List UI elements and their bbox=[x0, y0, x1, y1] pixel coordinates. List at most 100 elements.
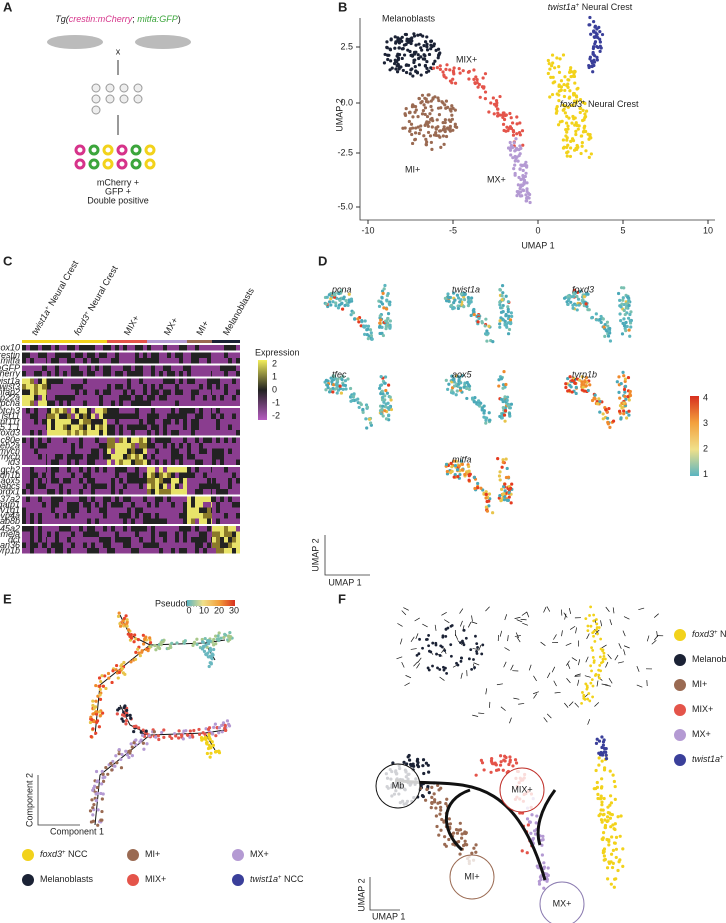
cell-dot bbox=[582, 126, 586, 130]
cell-dot bbox=[622, 401, 626, 405]
heat-cell bbox=[103, 472, 107, 478]
heat-cell bbox=[95, 507, 99, 513]
heat-cell bbox=[199, 358, 203, 364]
heat-cell bbox=[155, 531, 159, 537]
heat-cell bbox=[55, 472, 59, 478]
cell-dot bbox=[586, 388, 590, 393]
cell-dot bbox=[503, 489, 507, 493]
heat-cell bbox=[67, 459, 71, 465]
heat-cell bbox=[83, 548, 87, 554]
velocity-arrow bbox=[410, 636, 415, 642]
cell-dot bbox=[528, 200, 532, 205]
heat-cell bbox=[232, 430, 236, 436]
heat-cell bbox=[115, 389, 119, 395]
heat-cell bbox=[95, 518, 99, 524]
heat-cell bbox=[195, 518, 199, 524]
heat-cell bbox=[91, 483, 95, 489]
heat-cell bbox=[87, 365, 91, 371]
heat-cell bbox=[191, 531, 195, 537]
cell-dot bbox=[526, 191, 530, 195]
cell-dot bbox=[592, 45, 596, 49]
cell-dot bbox=[205, 740, 209, 744]
cell-dot bbox=[613, 784, 617, 789]
cell-dot bbox=[426, 666, 430, 670]
heat-cell bbox=[87, 430, 91, 436]
cell-dot bbox=[542, 865, 547, 869]
heat-cell bbox=[30, 408, 34, 414]
egg bbox=[119, 94, 129, 104]
heat-cell bbox=[127, 483, 131, 489]
cell-dot bbox=[537, 882, 542, 886]
heat-cell bbox=[155, 413, 159, 419]
heat-cell bbox=[87, 467, 91, 473]
cell-dot bbox=[442, 74, 446, 78]
heat-cell bbox=[224, 419, 228, 425]
heat-cell bbox=[167, 542, 171, 548]
cell-dot bbox=[564, 385, 568, 390]
cell-dot bbox=[188, 729, 192, 733]
heat-cell bbox=[171, 507, 175, 513]
cell-dot bbox=[591, 656, 595, 659]
cell-dot bbox=[608, 794, 613, 798]
cell-dot bbox=[564, 134, 568, 138]
heat-cell bbox=[228, 467, 232, 473]
cell-dot bbox=[610, 865, 615, 870]
cell-dot bbox=[548, 67, 552, 71]
heat-cell bbox=[51, 408, 55, 414]
heat-cell bbox=[159, 531, 163, 537]
cell-dot bbox=[427, 791, 431, 795]
cell-dot bbox=[580, 380, 584, 384]
label: lsf11 bbox=[2, 411, 20, 421]
cell-dot bbox=[559, 88, 563, 92]
cell-dot bbox=[591, 648, 595, 652]
heat-cell bbox=[75, 365, 79, 371]
label-text: MI+ bbox=[195, 319, 211, 337]
heat-cell bbox=[123, 389, 127, 395]
heat-cell bbox=[87, 518, 91, 524]
cell-dot bbox=[509, 143, 513, 148]
velocity-arrow bbox=[434, 624, 437, 631]
heat-cell bbox=[159, 478, 163, 484]
heat-cell bbox=[95, 352, 99, 358]
cell-dot bbox=[423, 54, 427, 58]
heat-cell bbox=[147, 365, 151, 371]
label-text: MX+ bbox=[250, 849, 269, 859]
heat-cell bbox=[91, 365, 95, 371]
heat-cell bbox=[199, 413, 203, 419]
cell-dot bbox=[365, 426, 369, 430]
cell-dot bbox=[417, 96, 421, 101]
label: -10 bbox=[361, 225, 374, 235]
cell-dot bbox=[416, 115, 420, 119]
cell-dot bbox=[366, 324, 371, 328]
cell-dot bbox=[96, 808, 100, 812]
heat-cell bbox=[111, 472, 115, 478]
velocity-arrow bbox=[516, 636, 521, 643]
heat-cell bbox=[51, 358, 55, 364]
cell-dot bbox=[555, 104, 559, 109]
cell-dot bbox=[510, 121, 515, 125]
heat-cell bbox=[42, 408, 46, 414]
heat-cell bbox=[187, 419, 191, 425]
heat-cell bbox=[163, 378, 167, 384]
heat-cell bbox=[175, 448, 179, 454]
heat-cell bbox=[187, 365, 191, 371]
heat-cell bbox=[139, 518, 143, 524]
heat-cell bbox=[232, 454, 236, 460]
cell-dot bbox=[445, 63, 449, 67]
label: Expression bbox=[255, 347, 300, 357]
heat-cell bbox=[75, 454, 79, 460]
cell-dot bbox=[356, 397, 360, 401]
cell-dot bbox=[369, 333, 373, 338]
cell-dot bbox=[451, 378, 455, 382]
heat-cell bbox=[87, 507, 91, 513]
heat-cell bbox=[22, 424, 26, 430]
heat-cell bbox=[195, 371, 199, 377]
cell-dot bbox=[91, 806, 95, 810]
heat-cell bbox=[155, 502, 159, 508]
heat-cell bbox=[30, 496, 34, 502]
cell-dot bbox=[388, 395, 392, 399]
cell-dot bbox=[611, 861, 615, 865]
heat-cell bbox=[91, 371, 95, 377]
